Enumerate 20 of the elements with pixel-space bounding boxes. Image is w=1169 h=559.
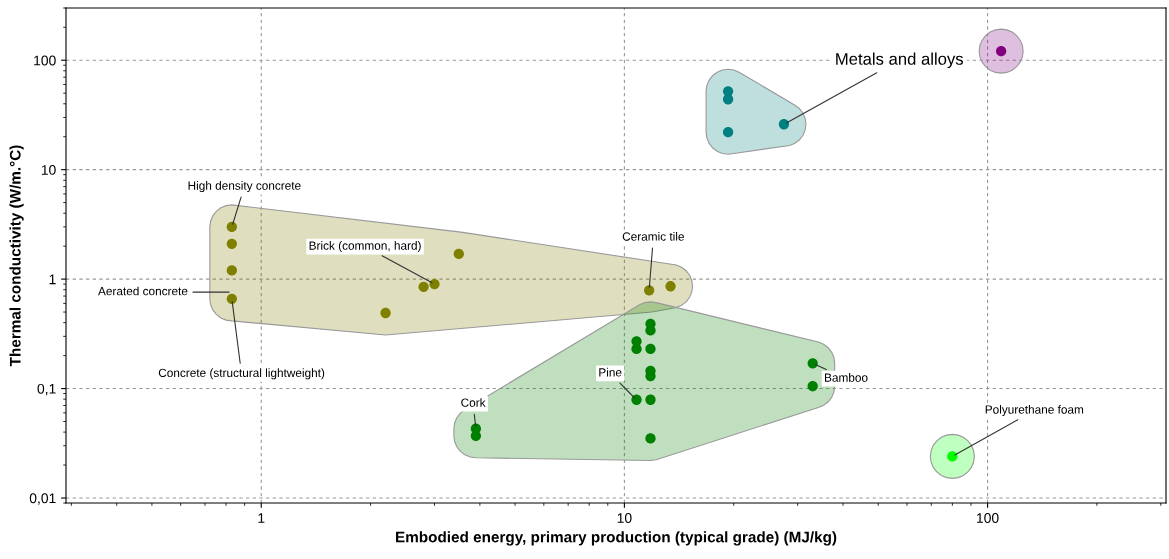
annotation: High density concrete xyxy=(188,181,301,193)
annotation: Bamboo xyxy=(825,373,868,382)
y-tick-label: 0,01 xyxy=(29,493,56,505)
annotation: Concrete (structural lightweight) xyxy=(158,368,325,380)
annotation: Polyurethane foam xyxy=(985,405,1084,417)
x-tick-label: 1 xyxy=(258,513,265,523)
annotation: Metals and alloys xyxy=(836,52,964,69)
x-tick-label: 100 xyxy=(977,513,999,523)
annotation: Brick (common, hard) xyxy=(309,241,421,253)
y-axis-title: Thermal conductivity (W/m.°C) xyxy=(9,145,24,367)
annotation: Cork xyxy=(461,398,486,407)
y-tick-label: 100 xyxy=(34,55,56,66)
annotation: Ceramic tile xyxy=(622,232,684,241)
y-tick-label: 0,1 xyxy=(37,383,56,396)
x-axis-title: Embodied energy, primary production (typical grade) (MJ/kg) xyxy=(396,531,837,546)
x-tick-label: 10 xyxy=(617,513,632,523)
y-tick-label: 10 xyxy=(41,165,56,175)
annotation: Aerated concrete xyxy=(98,286,188,296)
annotation: Pine xyxy=(599,367,622,377)
y-tick-label: 1 xyxy=(49,274,56,285)
